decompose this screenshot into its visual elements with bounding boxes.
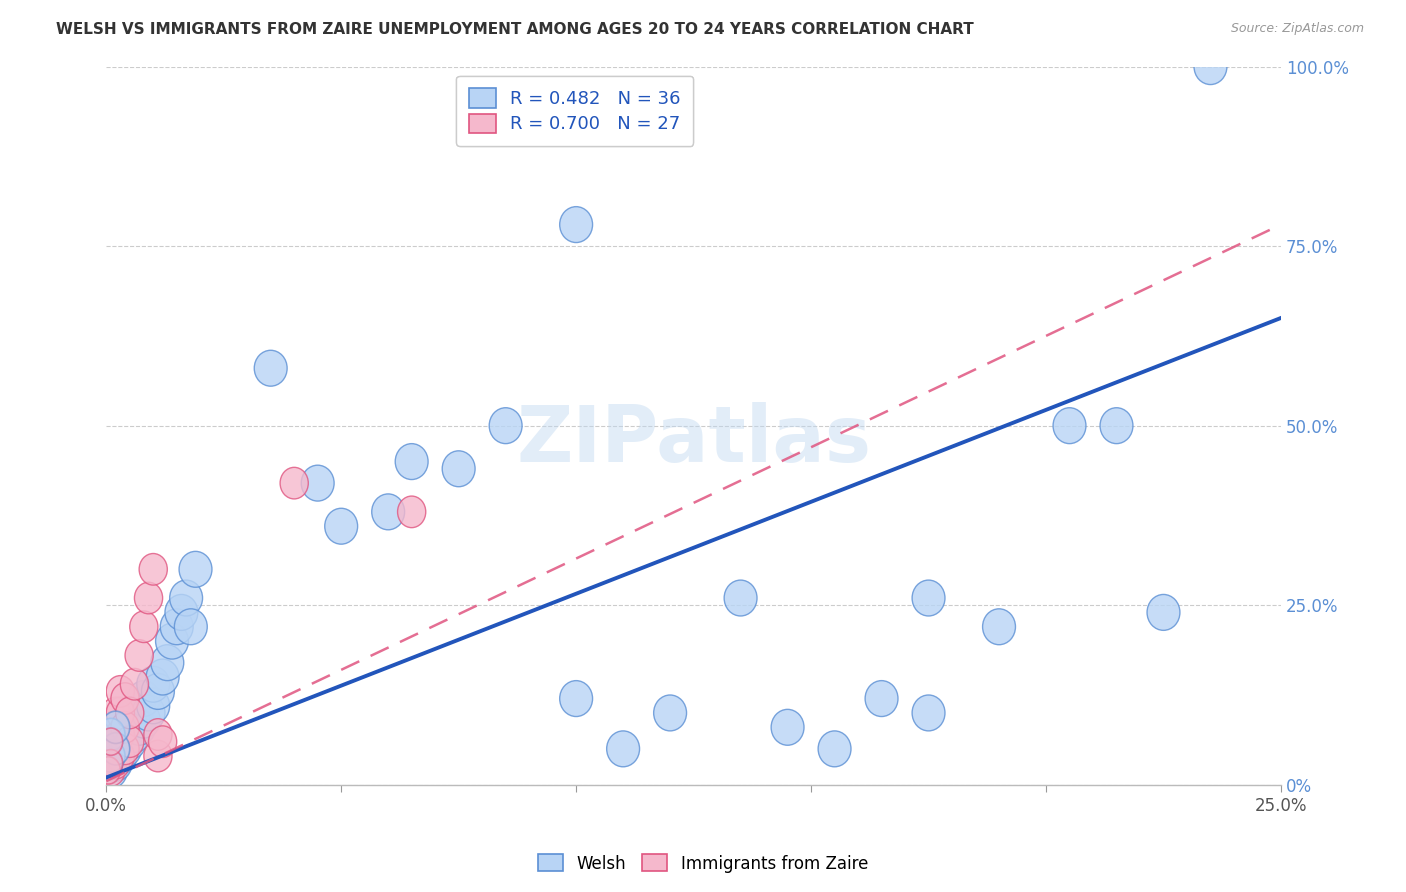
Ellipse shape (100, 728, 122, 756)
Ellipse shape (398, 496, 426, 528)
Ellipse shape (132, 695, 165, 731)
Ellipse shape (325, 508, 357, 544)
Ellipse shape (136, 666, 170, 702)
Ellipse shape (101, 698, 129, 729)
Ellipse shape (118, 695, 150, 731)
Ellipse shape (104, 716, 136, 753)
Ellipse shape (128, 681, 160, 716)
Ellipse shape (150, 645, 184, 681)
Ellipse shape (97, 756, 121, 784)
Ellipse shape (94, 747, 122, 780)
Ellipse shape (136, 688, 170, 723)
Ellipse shape (160, 609, 193, 645)
Ellipse shape (170, 580, 202, 616)
Ellipse shape (107, 698, 135, 729)
Ellipse shape (108, 709, 142, 745)
Ellipse shape (101, 747, 129, 779)
Ellipse shape (443, 450, 475, 487)
Ellipse shape (156, 624, 188, 659)
Ellipse shape (1147, 594, 1180, 631)
Ellipse shape (104, 738, 136, 774)
Ellipse shape (174, 609, 207, 645)
Ellipse shape (395, 443, 427, 480)
Ellipse shape (1053, 408, 1085, 443)
Ellipse shape (107, 719, 135, 750)
Ellipse shape (115, 698, 143, 729)
Ellipse shape (128, 702, 160, 738)
Text: WELSH VS IMMIGRANTS FROM ZAIRE UNEMPLOYMENT AMONG AGES 20 TO 24 YEARS CORRELATIO: WELSH VS IMMIGRANTS FROM ZAIRE UNEMPLOYM… (56, 22, 974, 37)
Ellipse shape (301, 465, 335, 501)
Ellipse shape (108, 731, 142, 767)
Ellipse shape (115, 726, 143, 757)
Ellipse shape (101, 712, 129, 743)
Ellipse shape (100, 745, 132, 781)
Ellipse shape (489, 408, 522, 443)
Ellipse shape (606, 731, 640, 767)
Ellipse shape (111, 733, 139, 764)
Ellipse shape (1099, 408, 1133, 443)
Ellipse shape (107, 740, 135, 772)
Ellipse shape (111, 712, 139, 743)
Legend: R = 0.482   N = 36, R = 0.700   N = 27: R = 0.482 N = 36, R = 0.700 N = 27 (456, 76, 693, 146)
Ellipse shape (254, 351, 287, 386)
Ellipse shape (121, 668, 149, 700)
Ellipse shape (143, 719, 172, 750)
Ellipse shape (94, 731, 128, 767)
Ellipse shape (101, 733, 129, 764)
Ellipse shape (125, 640, 153, 672)
Ellipse shape (101, 732, 129, 765)
Ellipse shape (118, 716, 150, 753)
Ellipse shape (94, 753, 128, 789)
Ellipse shape (97, 726, 125, 757)
Ellipse shape (114, 723, 146, 760)
Ellipse shape (149, 726, 177, 757)
Ellipse shape (179, 551, 212, 587)
Ellipse shape (97, 718, 125, 751)
Ellipse shape (114, 702, 146, 738)
Ellipse shape (129, 611, 157, 642)
Ellipse shape (818, 731, 851, 767)
Ellipse shape (97, 739, 125, 772)
Ellipse shape (560, 207, 592, 243)
Ellipse shape (724, 580, 756, 616)
Ellipse shape (97, 712, 125, 743)
Ellipse shape (560, 681, 592, 716)
Ellipse shape (280, 467, 308, 499)
Ellipse shape (770, 709, 804, 745)
Ellipse shape (371, 494, 405, 530)
Ellipse shape (97, 755, 125, 786)
Ellipse shape (912, 580, 945, 616)
Ellipse shape (654, 695, 686, 731)
Legend: Welsh, Immigrants from Zaire: Welsh, Immigrants from Zaire (531, 847, 875, 880)
Ellipse shape (142, 673, 174, 709)
Ellipse shape (122, 688, 156, 723)
Ellipse shape (143, 740, 172, 772)
Ellipse shape (101, 711, 129, 743)
Ellipse shape (1194, 49, 1227, 85)
Ellipse shape (97, 740, 125, 772)
Ellipse shape (165, 594, 198, 631)
Ellipse shape (139, 554, 167, 585)
Ellipse shape (912, 695, 945, 731)
Ellipse shape (100, 723, 132, 760)
Ellipse shape (865, 681, 898, 716)
Ellipse shape (100, 749, 122, 777)
Ellipse shape (107, 675, 135, 707)
Text: Source: ZipAtlas.com: Source: ZipAtlas.com (1230, 22, 1364, 36)
Ellipse shape (146, 659, 179, 695)
Ellipse shape (983, 609, 1015, 645)
Text: ZIPatlas: ZIPatlas (516, 402, 872, 478)
Ellipse shape (135, 582, 163, 614)
Ellipse shape (122, 709, 156, 745)
Ellipse shape (111, 682, 139, 714)
